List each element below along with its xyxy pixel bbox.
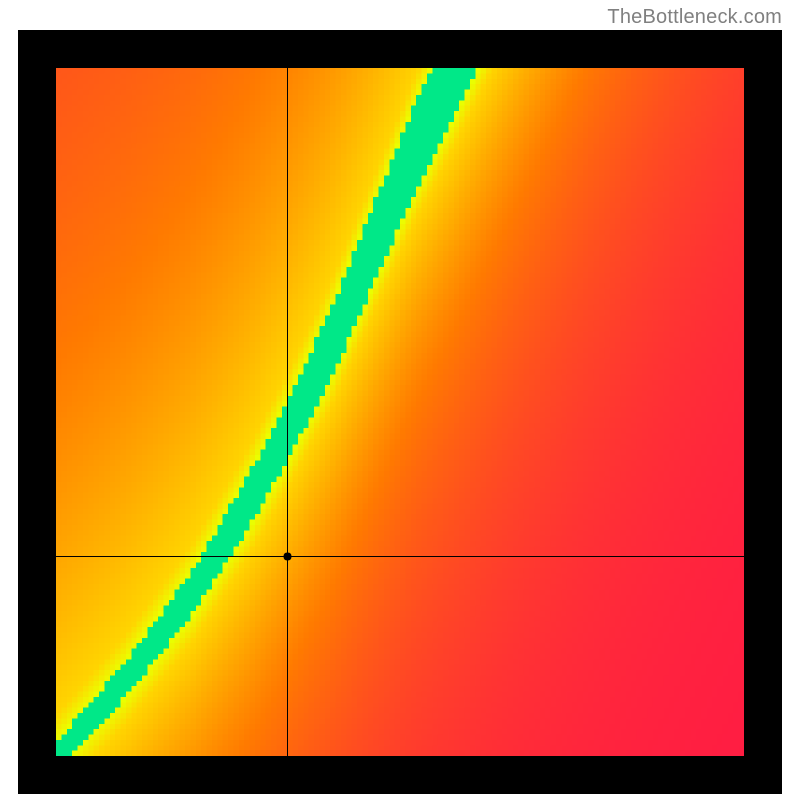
- chart-container: TheBottleneck.com: [0, 0, 800, 800]
- chart-outer-frame: [18, 30, 782, 794]
- watermark-text: TheBottleneck.com: [607, 6, 782, 29]
- chart-plot-area: [56, 68, 744, 756]
- crosshair-overlay: [56, 68, 744, 756]
